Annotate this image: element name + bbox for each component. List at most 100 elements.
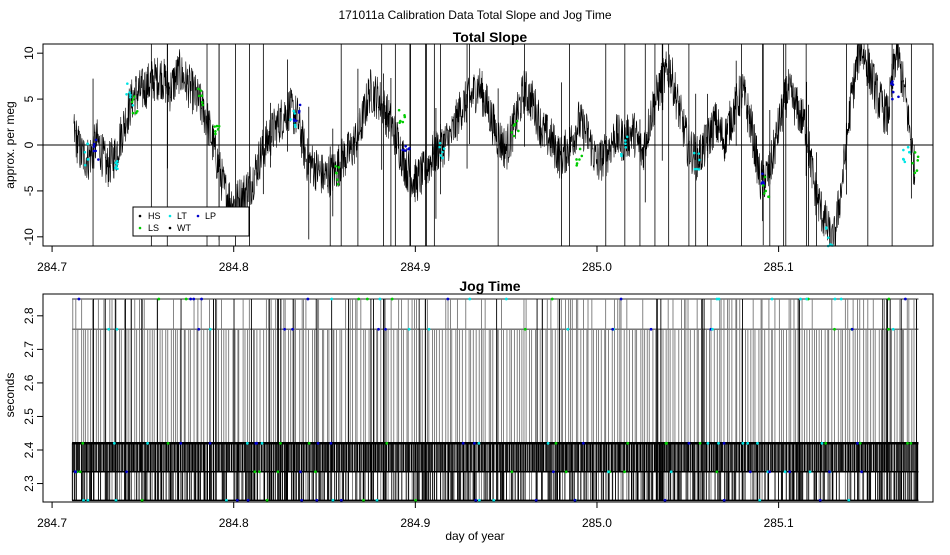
total-slope-marker-ls <box>197 94 201 98</box>
total-slope-marker-lt <box>624 142 627 145</box>
total-slope-marker-ls <box>761 184 765 187</box>
total-slope-marker-ls <box>578 147 582 151</box>
total-slope-marker-lt <box>126 82 129 85</box>
jog-time-ytick-label: 2.3 <box>22 475 36 492</box>
total-slope-marker-ls <box>134 111 138 115</box>
total-slope-marker-lt <box>125 92 128 96</box>
total-slope-marker-lt <box>438 141 442 145</box>
total-slope-marker-ls <box>336 178 339 181</box>
jog-time-marker-lt <box>783 470 787 474</box>
jog-time-ytick-label: 2.7 <box>22 341 36 358</box>
total-slope-marker-ls <box>403 113 406 117</box>
jog-time-marker-ls <box>265 498 269 502</box>
total-slope-marker-ls <box>214 129 217 133</box>
jog-time-marker-ls <box>140 498 144 502</box>
jog-time-marker-lp <box>291 327 294 331</box>
jog-time-marker-lp <box>446 297 450 301</box>
total-slope-marker-lt <box>129 93 132 97</box>
total-slope-marker-lp <box>294 119 298 122</box>
total-slope-marker-lt <box>128 91 131 94</box>
total-slope-marker-ls <box>913 171 917 175</box>
total-slope-xtick-label: 285.1 <box>764 260 794 274</box>
jog-time-marker-lp <box>619 297 623 301</box>
jog-time-marker-ls <box>385 441 389 445</box>
total-slope-marker-ls <box>214 132 217 136</box>
jog-time-marker-lp <box>611 327 615 331</box>
jog-time-marker-ls <box>833 327 836 331</box>
total-slope-marker-lp <box>761 172 764 176</box>
jog-time-marker-lt <box>839 297 843 301</box>
total-slope-marker-ls <box>911 161 914 165</box>
jog-time-marker-lt <box>208 327 212 331</box>
jog-time-marker-lp <box>300 498 304 502</box>
total-slope-marker-lp <box>297 111 301 114</box>
total-slope-marker-lt <box>624 139 627 142</box>
jog-time-marker-lp <box>316 441 320 445</box>
jog-time-marker-ls <box>858 441 862 445</box>
total-slope-marker-lp <box>891 97 894 101</box>
legend-marker-lp <box>196 214 200 218</box>
total-slope-marker-lt <box>293 112 297 115</box>
total-slope-marker-lt <box>86 158 90 161</box>
total-slope-marker-ls <box>334 164 338 168</box>
total-slope-marker-ls <box>580 154 584 158</box>
total-slope-marker-lt <box>442 147 446 150</box>
jog-time-marker-lp <box>192 297 196 301</box>
total-slope-marker-lt <box>906 145 910 149</box>
jog-time-marker-lp <box>315 498 319 502</box>
total-slope-marker-lt <box>695 167 699 171</box>
total-slope-marker-ls <box>335 171 338 175</box>
total-slope-marker-lt <box>114 166 117 170</box>
jog-time-marker-lt <box>741 441 745 445</box>
total-slope-marker-lt <box>824 227 828 230</box>
x-axis-label: day of year <box>445 529 504 543</box>
total-slope-marker-lp <box>94 138 98 142</box>
total-slope-marker-ls <box>764 189 768 193</box>
jog-time-data-layer <box>71 297 919 502</box>
total-slope-marker-lp <box>401 148 405 152</box>
total-slope-marker-ls <box>213 125 216 128</box>
total-slope-marker-ls <box>200 94 204 98</box>
jog-time-marker-lp <box>189 297 192 301</box>
jog-time-marker-ls <box>887 327 890 331</box>
total-slope-marker-ls <box>575 162 579 165</box>
figure-title: 171011a Calibration Data Total Slope and… <box>338 8 611 22</box>
total-slope-marker-lp <box>891 90 895 94</box>
legend: HS LS LT WT LP <box>132 206 250 237</box>
total-slope-marker-ls <box>199 89 203 92</box>
jog-time-xtick-label: 284.8 <box>219 516 249 530</box>
jog-time-marker-lp <box>461 441 465 445</box>
jog-time-marker-ls <box>78 470 82 474</box>
total-slope-marker-ls <box>510 131 514 134</box>
total-slope-marker-ls <box>133 95 136 98</box>
total-slope-marker-lp <box>897 95 900 99</box>
total-slope-ticks: 284.7 284.8 284.9 285.0 285.1 -10 -5 0 5 10 <box>22 46 794 274</box>
jog-time-marker-ls <box>362 498 365 502</box>
jog-time-marker-ls <box>564 470 568 474</box>
jog-time-marker-lp <box>74 470 78 474</box>
jog-time-marker-lt <box>330 297 334 301</box>
jog-time-marker-lt <box>492 498 496 502</box>
total-slope-ytick-label: 5 <box>22 95 36 102</box>
jog-time-ytick-label: 2.4 <box>22 441 36 458</box>
total-slope-marker-ls <box>575 164 578 167</box>
jog-time-marker-lt <box>407 327 411 331</box>
jog-time-marker-lt <box>669 470 673 474</box>
total-slope-marker-lt <box>829 243 832 246</box>
jog-time-marker-lp <box>329 441 333 445</box>
jog-time-marker-ls <box>414 498 418 502</box>
jog-time-marker-lt <box>82 498 85 502</box>
jog-time-marker-lp <box>339 498 343 502</box>
jog-time-marker-lp <box>235 498 239 502</box>
jog-time-ytick-label: 2.6 <box>22 374 36 391</box>
total-slope-marker-ls <box>336 182 340 186</box>
jog-time-marker-lt <box>717 441 720 445</box>
jog-time-marker-lp <box>856 441 859 445</box>
total-slope-marker-lt <box>692 151 696 155</box>
total-slope-marker-ls <box>398 121 401 124</box>
legend-marker-hs <box>138 214 142 218</box>
jog-time-ytick-label: 2.5 <box>22 408 36 425</box>
jog-time-marker-ls <box>909 441 913 445</box>
legend-marker-ls <box>138 226 142 230</box>
total-slope-series-line <box>73 43 916 247</box>
